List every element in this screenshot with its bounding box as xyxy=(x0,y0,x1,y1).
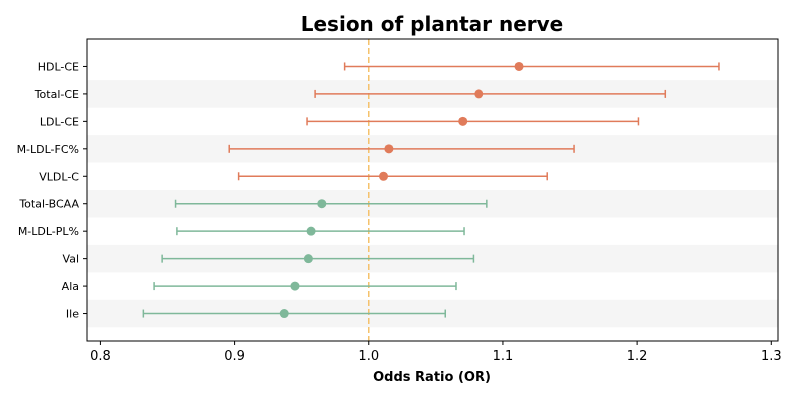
y-tick-label: Total-BCAA xyxy=(18,198,79,211)
row-val xyxy=(161,254,475,264)
point-estimate xyxy=(379,171,389,181)
point-estimate xyxy=(384,144,394,154)
row-vldl-c xyxy=(237,171,548,181)
y-tick-label: LDL-CE xyxy=(40,115,79,128)
point-estimate xyxy=(317,199,327,209)
point-estimate xyxy=(458,116,468,126)
x-tick-label: 1.1 xyxy=(493,349,514,364)
y-tick-label: Ile xyxy=(66,308,79,321)
x-tick-label: 0.9 xyxy=(224,349,245,364)
row-m-ldl-fc- xyxy=(228,144,575,154)
row-total-ce xyxy=(314,89,667,99)
row-total-bcaa xyxy=(174,199,488,209)
y-tick-label: Total-CE xyxy=(34,88,79,101)
plot-frame xyxy=(86,38,779,342)
x-tick-label: 1.3 xyxy=(761,349,782,364)
x-tick-label: 0.8 xyxy=(90,349,111,364)
point-estimate xyxy=(514,61,524,71)
row-m-ldl-pl- xyxy=(176,226,465,236)
y-tick-label: VLDL-C xyxy=(39,170,79,183)
point-estimate xyxy=(290,281,300,291)
point-estimate xyxy=(279,309,289,319)
row-hdl-ce xyxy=(343,61,720,71)
chart-title: Lesion of plantar nerve xyxy=(301,12,563,36)
point-estimate xyxy=(303,254,313,264)
x-tick-label: 1.0 xyxy=(358,349,379,364)
y-tick-label: HDL-CE xyxy=(38,60,79,73)
y-tick-label: Val xyxy=(63,253,79,266)
row-ala xyxy=(153,281,457,291)
y-tick-label: Ala xyxy=(62,280,79,293)
data-rows xyxy=(142,61,720,319)
y-tick-label: M-LDL-FC% xyxy=(17,143,79,156)
x-axis-label: Odds Ratio (OR) xyxy=(373,370,491,385)
x-tick-label: 1.2 xyxy=(627,349,648,364)
point-estimate xyxy=(474,89,484,99)
point-estimate xyxy=(306,226,316,236)
x-axis: 0.8 0.9 1.0 1.1 1.2 1.3 xyxy=(90,341,782,364)
row-ile xyxy=(142,309,446,319)
y-axis: HDL-CE Total-CE LDL-CE M-LDL-FC% VLDL-C Total… xyxy=(17,60,87,321)
row-ldl-ce xyxy=(306,116,640,126)
y-tick-label: M-LDL-PL% xyxy=(18,225,79,238)
